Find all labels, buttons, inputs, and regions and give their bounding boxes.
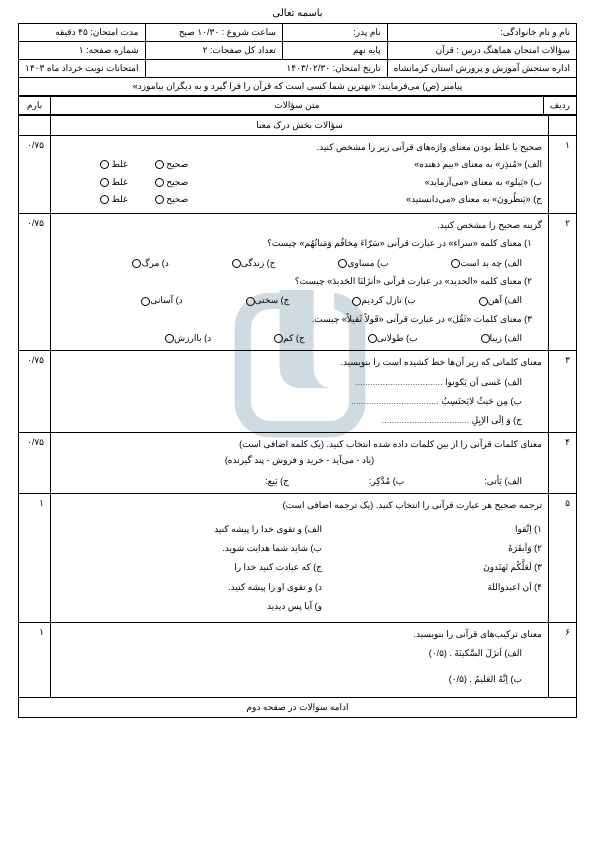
columns-header: ردیف متن سؤالات بارم [18,96,577,115]
q6-b: ب) اِنَّهُ العَلیمُ . (۰/۵) [57,672,522,687]
q2-p2: ۲) معنای کلمه «الحدید» در عبارت قرآنی «ا… [57,274,532,289]
q-text: گزینه صحیح را مشخص کنید. [57,218,542,233]
q-num: ۱ [549,136,577,214]
question-row: ۳ معنای کلماتی که زیر آن‌ها خط کشیده است… [19,351,577,433]
q-text: معنای ترکیب‌های قرآنی را بنویسید. [57,627,542,642]
q3-a: الف) عَسی اَن یَکونوا [57,375,522,390]
start-time: ساعت شروع : ۱۰/۳۰ صبح [145,24,282,42]
subject: سؤالات امتحان هماهنگ درس : قرآن [387,42,576,60]
q4-b: ب) مُدَّکِر: [369,474,404,489]
q-text: معنای کلمات قرآنی را از بین کلمات داده ش… [57,437,542,452]
grade: پایه نهم [282,42,387,60]
hadith: پیامبر (ص) می‌فرمایند: «بهترین شما کسی ا… [19,78,577,96]
choice-circle[interactable] [155,178,164,187]
q6-a: الف) اَنزَلَ السَّکینَةَ . (۰/۵) [57,646,522,661]
choice-circle[interactable] [274,334,283,343]
choice-circle[interactable] [481,334,490,343]
col-num: ردیف [543,97,576,115]
q5-l4: ۴) اَن اعبدواللهَ [362,580,542,595]
choice-circle[interactable] [100,160,109,169]
page-num: شماره صفحه: ۱ [19,42,146,60]
q5-l3: ۳) لَعَلَّکُم تَهتَدونَ [362,560,542,575]
q-score: ۱ [19,494,51,623]
q-score: ۰/۷۵ [19,214,51,351]
q-score: ۰/۷۵ [19,136,51,214]
q1-c: ج) «یَنظُرونَ» به معنای «می‌دانستید» [188,192,542,207]
q-num: ۶ [549,623,577,698]
term: امتحانات نوبت خرداد ماه ۱۴۰۳ [19,60,146,78]
choice-circle[interactable] [232,259,241,268]
q5-r2: ب) شاید شما هدایت شوید. [142,541,322,556]
q-num: ۲ [549,214,577,351]
col-question: متن سؤالات [51,97,544,115]
header-table: نام و نام خانوادگی: نام پدر: ساعت شروع :… [18,23,577,96]
exam-date: تاریخ امتحان: ۱۴۰۳/۰۲/۳۰ [145,60,387,78]
org: اداره سنجش آموزش و پرورش استان کرمانشاه [387,60,576,78]
q-num: ۴ [549,433,577,494]
q-text: ترجمه صحیح هر عبارت قرآنی را انتخاب کنید… [57,498,542,513]
q5-r3: ج) که عبادت کنید خدا را [142,560,322,575]
q-score: ۰/۷۵ [19,433,51,494]
q5-r1: الف) و تقوی خدا را پیشه کنید [142,522,322,537]
q-text: معنای کلماتی که زیر آن‌ها خط کشیده است ر… [57,355,542,370]
choice-circle[interactable] [155,195,164,204]
pages: تعداد کل صفحات: ۲ [145,42,282,60]
choice-circle[interactable] [246,297,255,306]
q-score: ۱ [19,623,51,698]
choice-circle[interactable] [155,160,164,169]
choice-circle[interactable] [479,297,488,306]
col-score: بارم [19,97,51,115]
choice-circle[interactable] [165,334,174,343]
q3-b: ب) مِن حَیثُ لایَحتَسِبُ [57,394,522,409]
choice-circle[interactable] [141,297,150,306]
q-text: صحیح یا غلط بودن معنای واژه‌های قرآنی زی… [57,140,542,155]
q5-r5: و) آیا پس دیدید [142,599,322,614]
q1-a: الف) «مُنذِر» به معنای «بیم دهنده» [188,157,542,172]
q-score: ۰/۷۵ [19,351,51,433]
question-row: ۶ معنای ترکیب‌های قرآنی را بنویسید. الف)… [19,623,577,698]
q5-r4: د) و تقوی او را پیشه کنید. [142,580,322,595]
q4-a: الف) یَأتی: [484,474,522,489]
q5-l2: ۲) وَاَبقَرَهُ [362,541,542,556]
student-name: نام و نام خانوادگی: [387,24,576,42]
q3-c: ج) وَ اِلَی الاِبِلِ [57,413,522,428]
question-row: ۴ معنای کلمات قرآنی را از بین کلمات داده… [19,433,577,494]
q-num: ۵ [549,494,577,623]
q1-b: ب) «یَبلو» به معنای «می‌آزماید» [188,175,542,190]
question-row: ۱ صحیح یا غلط بودن معنای واژه‌های قرآنی … [19,136,577,214]
choice-circle[interactable] [100,195,109,204]
choice-circle[interactable] [100,178,109,187]
duration: مدت امتحان: ۴۵ دقیقه [19,24,146,42]
bismillah: باسمه تعالی [18,8,577,19]
questions-table: سؤالات بخش درک معنا ۱ صحیح یا غلط بودن م… [18,115,577,718]
q4-c: ج) بَیع: [265,474,289,489]
q2-p1: ۱) معنای کلمه «سراء» در عبارت قرآنی «سَر… [57,236,532,251]
father-name: نام پدر: [282,24,387,42]
footer-note: ادامه سوالات در صفحه دوم [19,698,577,718]
question-row: ۵ ترجمه صحیح هر عبارت قرآنی را انتخاب کن… [19,494,577,623]
q-num: ۳ [549,351,577,433]
q2-p3: ۳) معنای کلمات «ثَقُل» در عبارت قرآنی «ق… [57,312,532,327]
q5-l1: ۱) اِتَّقوا [362,522,542,537]
word-bank: (یاد - می‌آید - خرید و فروش - پند گیرنده… [57,453,542,468]
choice-circle[interactable] [368,334,377,343]
section-title: سؤالات بخش درک معنا [51,116,549,136]
question-row: ۲ گزینه صحیح را مشخص کنید. ۱) معنای کلمه… [19,214,577,351]
